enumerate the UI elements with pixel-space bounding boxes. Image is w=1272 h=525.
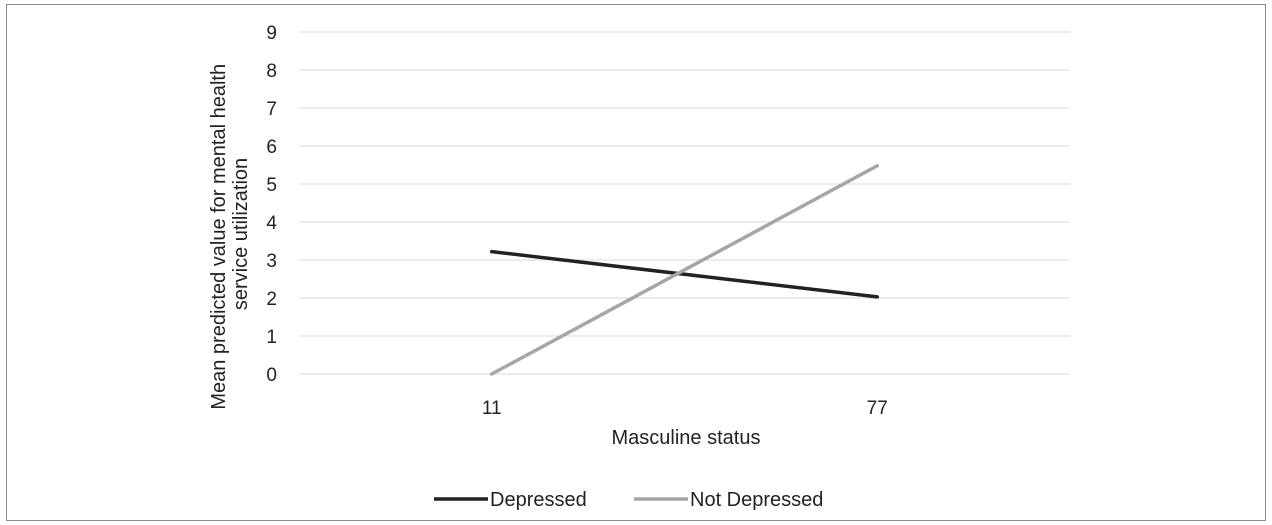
- y-tick-label: 5: [266, 175, 277, 196]
- y-tick-label: 7: [266, 99, 277, 120]
- y-tick-label: 9: [266, 23, 277, 44]
- x-axis-title: Masculine status: [612, 427, 761, 449]
- legend-label: Not Depressed: [690, 489, 823, 511]
- y-tick-label: 4: [266, 213, 277, 234]
- gridlines: [299, 31, 1070, 375]
- x-tick-label: 77: [867, 398, 888, 419]
- y-tick-label: 8: [266, 61, 277, 82]
- y-tick-label: 2: [266, 289, 277, 310]
- legend-label: Depressed: [490, 489, 587, 511]
- legend: Depressed Not Depressed: [434, 489, 823, 511]
- series-line-not-depressed: [490, 164, 879, 376]
- series-line-depressed: [490, 249, 879, 299]
- y-tick-label: 6: [266, 137, 277, 158]
- x-tick-labels: 11 77: [482, 398, 888, 419]
- x-tick-label: 11: [482, 398, 502, 419]
- y-tick-label: 1: [266, 327, 277, 348]
- y-axis-title: Mean predicted value for mental health s…: [208, 58, 252, 409]
- y-axis-title-line-1: Mean predicted value for mental health: [208, 64, 230, 410]
- y-tick-label: 3: [266, 251, 277, 272]
- chart-frame: [6, 4, 1266, 521]
- y-tick-label: 0: [266, 365, 277, 386]
- y-tick-labels: 0 1 2 3 4 5 6 7 8 9: [266, 23, 277, 386]
- series-lines: [490, 164, 879, 376]
- y-axis-title-line-2: service utilization: [230, 158, 252, 310]
